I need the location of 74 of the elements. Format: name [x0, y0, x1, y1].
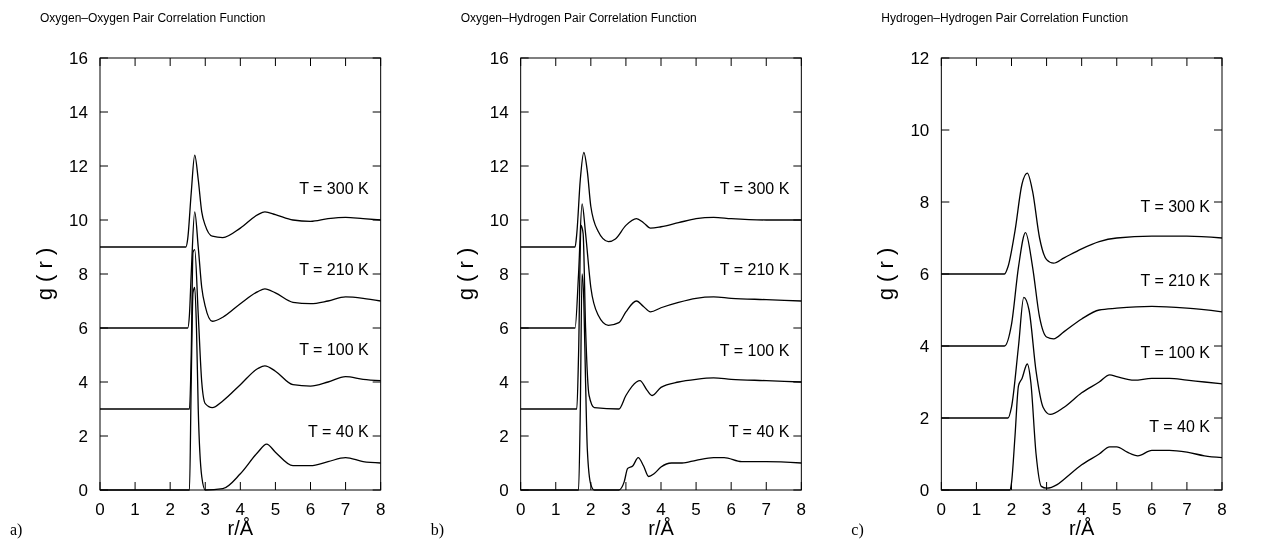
text: b): [430, 521, 444, 539]
chart-title: Oxygen–Oxygen Pair Correlation Function: [40, 11, 266, 25]
legend-label: T = 300 K: [1140, 198, 1211, 215]
legend-label: T = 40 K: [1149, 417, 1211, 435]
x-axis-title: r/Å: [227, 517, 254, 539]
x-tick-label: 5: [691, 500, 701, 519]
x-axis-title: r/Å: [1068, 517, 1096, 539]
y-tick-label: 0: [499, 480, 509, 500]
series-label: T = 300 K: [719, 180, 790, 197]
y-tick-label: 10: [910, 120, 930, 140]
y-axis-title: g ( r ): [452, 247, 478, 301]
x-tick-label: 6: [1147, 500, 1157, 519]
y-tick-label: 2: [499, 426, 509, 446]
y-tick-label: 8: [78, 264, 88, 284]
y-axis-title: g ( r ): [873, 247, 899, 301]
legend-label: T = 210 K: [299, 261, 369, 278]
y-tick-label: 4: [78, 372, 88, 392]
x-tick-label: 6: [726, 500, 736, 519]
x-tick-label: 6: [305, 500, 316, 519]
y-tick-label: 4: [919, 336, 930, 356]
y-tick-label: 2: [919, 408, 930, 428]
x-tick-label: 1: [551, 500, 561, 519]
x-tick-label: 2: [586, 500, 596, 519]
legend-label: T = 40 K: [308, 423, 369, 440]
y-tick-label: 0: [919, 480, 930, 500]
text: c): [851, 521, 864, 539]
legend-label: T = 40 K: [728, 423, 790, 440]
y-tick-label: 12: [489, 156, 509, 176]
y-tick-label: 10: [489, 210, 509, 230]
y-tick-label: 6: [499, 318, 509, 338]
series-label: T = 100 K: [719, 342, 790, 359]
text: a): [10, 521, 23, 539]
y-axis-title: g ( r ): [32, 247, 57, 301]
y-tick-label: 8: [919, 192, 930, 212]
x-tick-label: 7: [340, 500, 351, 519]
y-tick-label: 14: [69, 102, 88, 122]
x-tick-label: 1: [971, 500, 982, 519]
chart-title: Hydrogen–Hydrogen Pair Correlation Function: [881, 11, 1129, 25]
x-tick-label: 0: [95, 500, 105, 519]
chart-title: Oxygen–Hydrogen Pair Correlation Function: [460, 11, 697, 25]
y-tick-label: 12: [910, 48, 930, 68]
legend-label: T = 100 K: [1140, 343, 1211, 361]
legend-label: T = 210 K: [1140, 271, 1211, 289]
x-tick-label: 8: [1217, 500, 1227, 519]
x-axis-title: r/Å: [648, 517, 675, 539]
y-tick-label: 4: [499, 372, 509, 392]
x-tick-label: 3: [1041, 500, 1052, 519]
x-tick-label: 8: [375, 500, 386, 519]
x-tick-label: 7: [1182, 500, 1192, 519]
y-tick-label: 0: [78, 480, 88, 500]
y-tick-label: 16: [69, 48, 88, 68]
y-tick-label: 10: [69, 210, 88, 230]
x-tick-label: 1: [130, 500, 140, 519]
series-label: T = 100 K: [299, 340, 369, 358]
x-tick-label: 8: [796, 500, 807, 519]
x-tick-label: 2: [1006, 500, 1017, 519]
x-tick-label: 5: [270, 500, 281, 519]
y-tick-label: 12: [69, 156, 88, 176]
legend-label: T = 210 K: [719, 261, 790, 278]
y-tick-label: 14: [489, 102, 509, 122]
y-tick-label: 6: [919, 264, 930, 284]
series-label: T = 300 K: [299, 180, 369, 197]
x-tick-label: 5: [1112, 500, 1122, 519]
x-tick-label: 2: [165, 500, 175, 519]
y-tick-label: 16: [489, 48, 509, 68]
y-tick-label: 8: [499, 264, 509, 284]
x-tick-label: 3: [200, 500, 210, 519]
x-tick-label: 3: [621, 500, 631, 519]
x-tick-label: 0: [936, 500, 947, 519]
x-tick-label: 4: [656, 500, 666, 519]
x-tick-label: 7: [761, 500, 771, 519]
x-tick-label: 0: [515, 500, 526, 519]
y-tick-label: 2: [78, 426, 88, 446]
y-tick-label: 6: [78, 318, 88, 338]
